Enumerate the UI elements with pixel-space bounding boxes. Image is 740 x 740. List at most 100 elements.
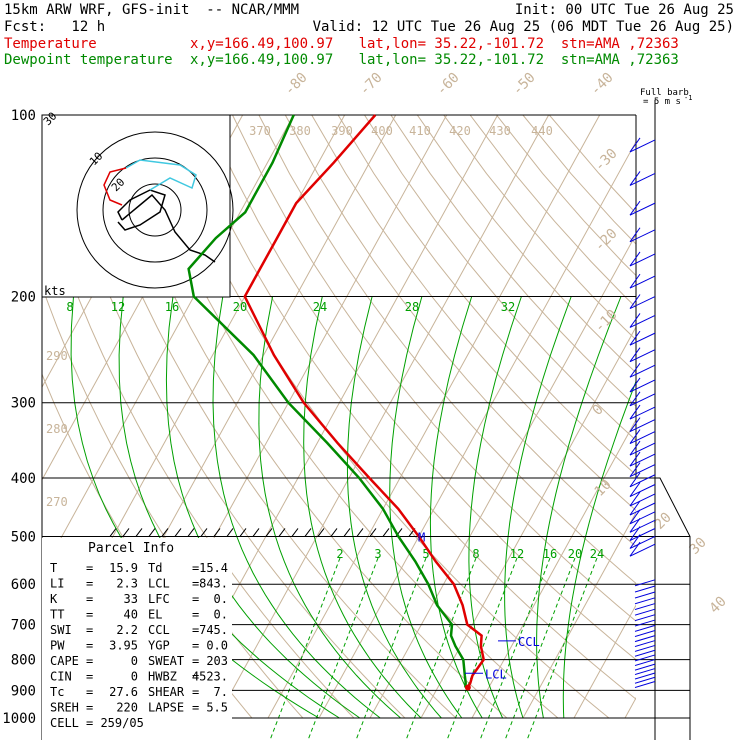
parcel-value: 0.0	[206, 639, 228, 653]
hodograph-trace-red	[103, 167, 127, 206]
isotherm-label: -70	[357, 70, 386, 99]
wind-barb	[629, 251, 641, 267]
wind-barb	[629, 440, 641, 456]
parcel-equals: =	[192, 608, 199, 622]
hatch-mark	[200, 528, 208, 537]
init-time: Init: 00 UTC Tue 26 Aug 25	[514, 2, 734, 18]
forecast-hour: Fcst: 12 h	[4, 19, 106, 35]
wind-barb	[629, 417, 641, 432]
hatch-mark	[304, 528, 312, 537]
wind-barb	[634, 624, 656, 632]
mixing-ratio-line	[446, 557, 518, 740]
isotherm-line	[624, 696, 636, 719]
wind-barb	[629, 315, 656, 328]
theta-label: 280	[46, 422, 68, 436]
wind-barb	[634, 640, 656, 648]
wind-barb	[629, 332, 656, 346]
parcel-value: 3.95	[109, 639, 138, 653]
dry-adiabat-line	[47, 115, 406, 719]
mixing-ratio-line	[526, 557, 598, 740]
hatch-mark	[330, 528, 338, 537]
theta-label: 400	[371, 124, 393, 138]
pressure-label: 800	[11, 653, 36, 669]
wind-barb	[629, 528, 656, 541]
mixing-ratio-line	[269, 557, 341, 740]
wind-barb	[629, 377, 641, 393]
parcel-value: 7.	[214, 685, 228, 699]
hatch-mark	[252, 528, 260, 537]
wind-barb	[629, 464, 656, 478]
parcel-label: Tc	[50, 685, 64, 699]
theta-label: 430	[489, 124, 511, 138]
dry-adiabat-line	[232, 115, 636, 622]
wind-barb	[629, 347, 641, 362]
level-label: CCL	[518, 635, 540, 649]
pressure-label: 1000	[2, 711, 36, 727]
isotherm-label: 10	[592, 477, 615, 500]
theta-label: 390	[331, 124, 353, 138]
dry-adiabat-line	[364, 115, 636, 442]
wind-barb	[634, 591, 656, 599]
mixing-ratio-label: 16	[543, 547, 557, 561]
wind-barb	[634, 614, 656, 622]
hodograph-ring	[76, 131, 234, 289]
mixing-ratio-line	[504, 557, 576, 740]
pressure-label: 400	[11, 471, 36, 487]
wind-barb	[629, 511, 656, 525]
isotherm-line	[369, 233, 636, 719]
dewpoint-legend: Dewpoint temperature	[4, 52, 173, 68]
wind-barb	[629, 429, 641, 444]
parcel-label: TT	[50, 608, 64, 622]
parcel-value: 2.2	[116, 623, 138, 637]
isotherm-line	[267, 115, 601, 719]
wind-barb	[634, 635, 656, 643]
wind-barb	[629, 229, 656, 243]
parcel-equals: =	[192, 670, 199, 684]
wind-barb	[629, 472, 641, 488]
wind-barb	[629, 502, 656, 516]
wind-barb-units: = 5 m s	[643, 97, 681, 107]
parcel-equals: =	[192, 623, 199, 637]
pressure-label: 900	[11, 683, 36, 699]
parcel-label: LI	[50, 577, 64, 591]
parcel-label: SWI	[50, 623, 72, 637]
parcel-value: 220	[116, 701, 138, 715]
dewpoint-location: x,y=166.49,100.97 lat,lon= 35.22,-101.72…	[190, 52, 679, 68]
parcel-equals: =	[86, 654, 93, 668]
isotherm-label: -60	[434, 70, 463, 99]
wind-barb	[629, 275, 656, 289]
wind-barb	[629, 451, 641, 467]
theta-label: 290	[46, 349, 68, 363]
hatch-mark	[135, 528, 143, 537]
parcel-label: EL	[148, 608, 162, 622]
wind-barb	[634, 654, 656, 662]
wind-barb	[634, 585, 656, 593]
wind-barb	[634, 663, 656, 671]
isotherm-line	[420, 326, 636, 719]
wind-barb	[629, 431, 656, 445]
parcel-label: CAPE	[50, 654, 79, 668]
hodograph-trace-cyan	[125, 159, 197, 191]
pressure-label: 100	[11, 108, 36, 124]
wind-barb	[629, 139, 656, 153]
hatch-mark	[369, 528, 377, 537]
hodograph-trace	[117, 189, 166, 231]
wind-barb	[634, 659, 656, 667]
wind-barb	[629, 379, 656, 393]
hatch-mark	[317, 528, 325, 537]
parcel-label: CELL	[50, 716, 79, 730]
moist-adiabat-line	[389, 296, 463, 719]
parcel-label: T	[50, 561, 57, 575]
wind-barb	[634, 619, 656, 627]
isotherm-line	[676, 115, 740, 718]
wind-barb	[629, 474, 656, 488]
moist-adiabat-line	[504, 296, 572, 719]
mixing-ratio-label: 8	[472, 547, 479, 561]
theta-label: 370	[249, 124, 271, 138]
model-title: 15km ARW WRF, GFS-init -- NCAR/MMM	[4, 2, 300, 18]
hatch-mark	[382, 528, 390, 537]
wind-barb	[634, 579, 656, 587]
theta-label: 380	[289, 124, 311, 138]
pressure-label: 600	[11, 577, 36, 593]
wind-barb	[629, 543, 656, 557]
